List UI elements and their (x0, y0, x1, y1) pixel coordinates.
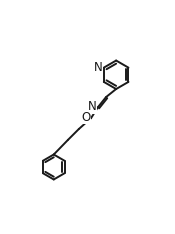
Text: O: O (81, 111, 90, 124)
Text: N: N (88, 100, 97, 113)
Text: N: N (94, 61, 103, 74)
